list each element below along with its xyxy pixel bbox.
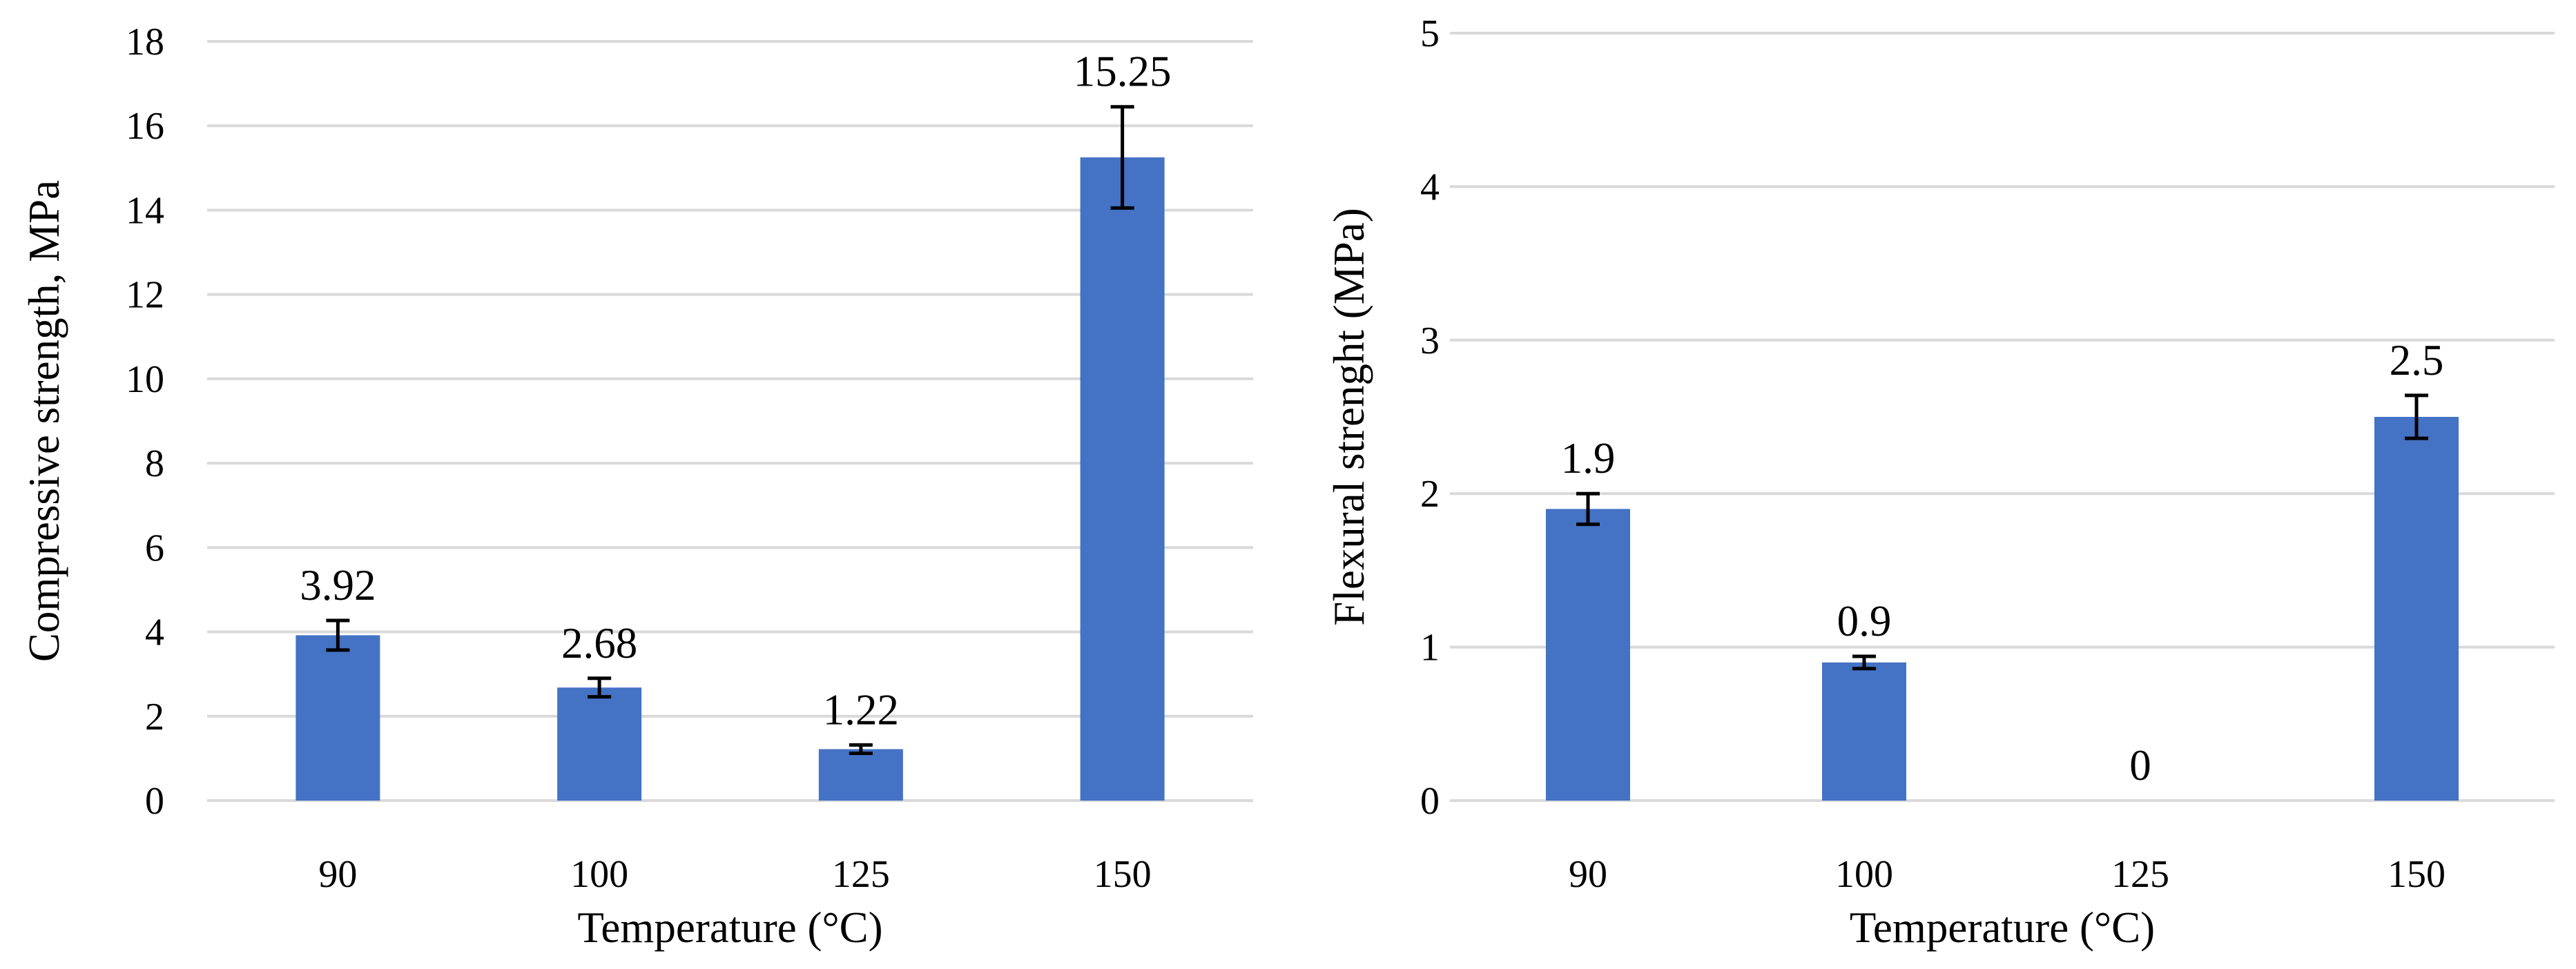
error-bar [588,676,612,699]
x-axis-title: Temperature (°C) [577,903,882,952]
y-tick-label: 0 [145,780,164,823]
error-bar [2405,393,2428,440]
error-bar [849,743,873,756]
y-tick-label: 2 [145,696,164,738]
y-tick-label: 1 [1420,627,1440,669]
x-tick-label: 100 [570,853,628,896]
data-label: 2.5 [2390,336,2444,384]
data-label: 3.92 [300,561,376,609]
y-tick-label: 2 [1420,473,1440,516]
error-bar [1110,105,1134,210]
y-tick-label: 4 [1420,166,1440,208]
error-bar [326,618,350,652]
bar [1080,157,1165,801]
x-tick-label: 125 [2111,853,2169,896]
x-tick-label: 150 [1094,853,1152,896]
x-tick-label: 125 [832,853,890,896]
y-tick-label: 5 [1420,12,1440,55]
error-bar [1576,491,1600,527]
data-label: 2.68 [561,619,637,667]
y-tick-label: 6 [145,527,164,569]
data-label: 1.9 [1561,434,1616,482]
y-tick-label: 0 [1420,780,1440,823]
data-label: 1.22 [823,685,899,734]
flexural-strength-chart: 0 1 2 3 4 5 1.9 90 0.9 100 0 125 2.5 150 Temperature (… [1325,12,2555,952]
x-axis-title: Temperature (°C) [1850,903,2155,952]
x-tick-label: 90 [1569,853,1607,896]
compressive-strength-chart: 0 2 4 6 8 10 12 14 16 18 3.92 90 2.68 100 1.22 125 15.25… [20,21,1253,952]
y-axis-title: Compressive strength, MPa [20,180,68,662]
bar [1546,509,1630,801]
y-tick-label: 16 [126,105,164,148]
bar [296,635,380,801]
y-axis-title: Flexural strenght (MPa) [1325,208,1373,625]
bar [1822,662,1906,801]
y-tick-label: 3 [1420,320,1440,362]
x-tick-label: 100 [1835,853,1893,896]
data-label: 0 [2129,741,2151,790]
y-tick-label: 4 [145,611,164,654]
y-tick-label: 10 [126,358,164,401]
x-tick-label: 150 [2388,853,2446,896]
error-bar [1852,654,1876,671]
bar [557,687,642,801]
y-tick-label: 12 [126,274,164,317]
bar [818,749,903,801]
y-tick-label: 18 [126,21,164,63]
data-label: 15.25 [1074,48,1172,96]
y-tick-label: 14 [126,189,164,232]
x-tick-label: 90 [318,853,357,896]
y-tick-label: 8 [145,442,164,485]
data-label: 0.9 [1837,597,1892,645]
bar [2374,417,2459,801]
